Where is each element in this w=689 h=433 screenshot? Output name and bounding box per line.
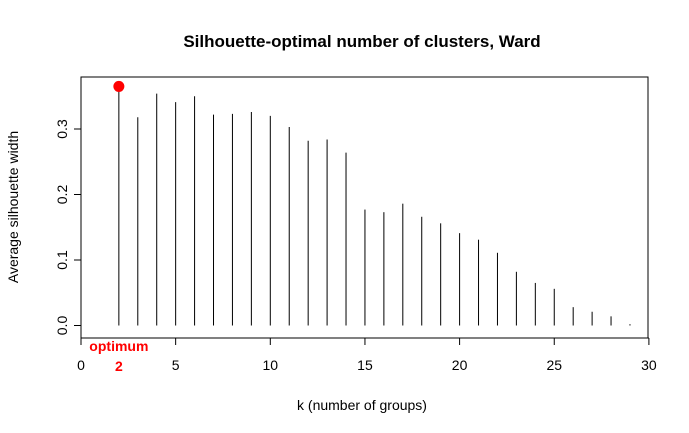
y-tick-label: 0.2 bbox=[54, 185, 70, 205]
optimum-label: optimum bbox=[89, 338, 148, 354]
x-tick-label: 15 bbox=[357, 357, 373, 373]
y-axis: 0.0 0.1 0.2 0.3 bbox=[54, 119, 82, 336]
optimum-point bbox=[113, 80, 125, 92]
y-tick-label: 0.0 bbox=[54, 316, 70, 336]
x-tick-label: 0 bbox=[77, 357, 85, 373]
x-axis-label: k (number of groups) bbox=[297, 397, 427, 413]
y-tick-label: 0.1 bbox=[54, 250, 70, 270]
bars-group bbox=[118, 86, 631, 326]
chart-title: Silhouette-optimal number of clusters, W… bbox=[183, 32, 540, 51]
x-tick-label: 10 bbox=[263, 357, 279, 373]
optimum-group: optimum 2 bbox=[89, 80, 148, 374]
x-tick-label: 30 bbox=[641, 357, 657, 373]
y-axis-label: Average silhouette width bbox=[5, 131, 21, 283]
x-tick-label: 25 bbox=[546, 357, 562, 373]
x-tick-label: 5 bbox=[172, 357, 180, 373]
optimum-k-label: 2 bbox=[115, 358, 123, 374]
x-axis: 0 5 10 15 20 25 30 bbox=[77, 337, 657, 373]
y-tick-label: 0.3 bbox=[54, 119, 70, 139]
x-tick-label: 20 bbox=[452, 357, 468, 373]
